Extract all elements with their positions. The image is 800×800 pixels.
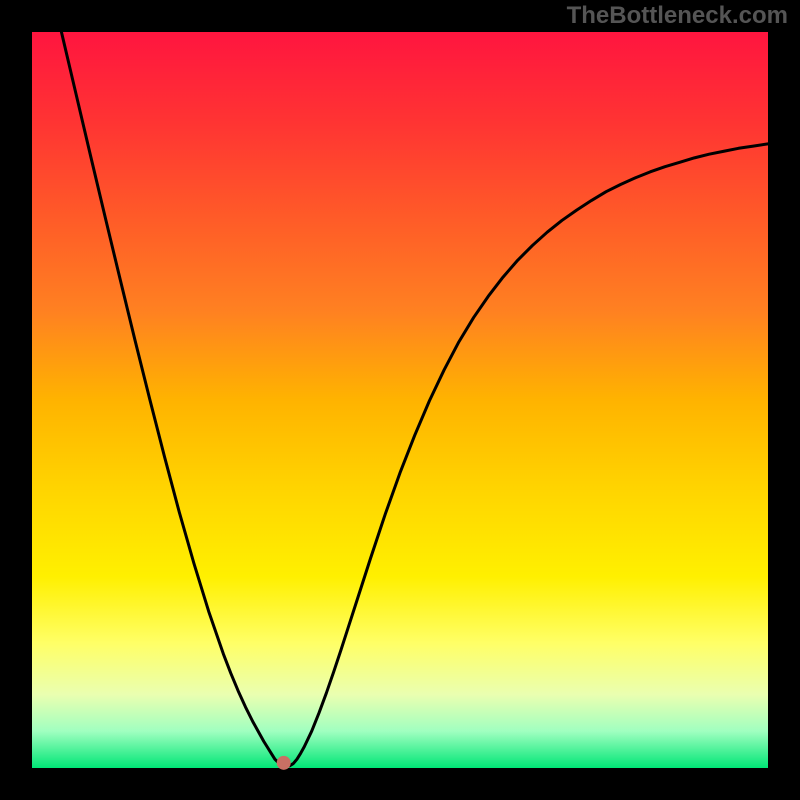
plot-area xyxy=(32,32,768,768)
watermark-text: TheBottleneck.com xyxy=(567,2,788,30)
optimal-marker xyxy=(277,756,291,770)
bottleneck-chart xyxy=(0,0,800,800)
chart-container: TheBottleneck.com xyxy=(0,0,800,800)
